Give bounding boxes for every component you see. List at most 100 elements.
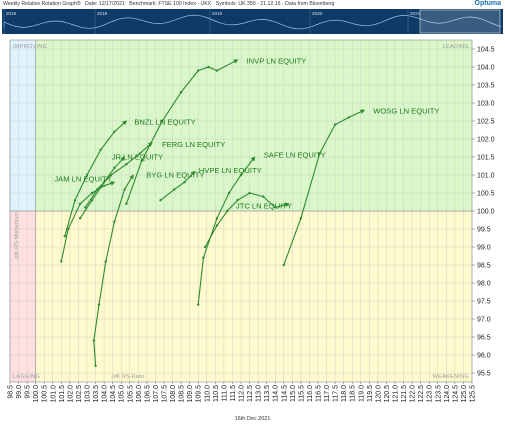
trail-point-jtc-ln-equity	[274, 206, 277, 209]
trail-point-safe-ln-equity	[202, 256, 205, 259]
x-tick-label: 125.5	[470, 385, 477, 403]
trail-point-jtc-ln-equity	[215, 224, 219, 227]
trail-point-ferg-ln-equity	[138, 152, 142, 155]
trail-invp-ln-equity	[125, 59, 239, 204]
x-tick-label: 123.5	[435, 385, 442, 403]
trail-point-bnzl-ln-equity	[85, 173, 89, 177]
timeline-year-label: 2018	[97, 11, 108, 16]
quadrant-label-leading: LEADING	[443, 44, 469, 50]
trail-point-byg-ln-equity	[97, 303, 101, 306]
trail-point-byg-ln-equity	[104, 260, 108, 263]
chart-date: Date: 12/17/2021	[85, 1, 125, 7]
chart-symbols: Symbols: UK 350 - 21.12.16 - Data from B…	[215, 1, 335, 7]
x-tick-label: 119.5	[367, 385, 374, 402]
trail-point-safe-ln-equity	[215, 217, 219, 220]
x-tick-label: 105.0	[119, 385, 126, 403]
x-tick-label: 112.5	[247, 385, 254, 402]
x-tick-label: 105.5	[127, 385, 134, 403]
trail-point-jam-ln-equity	[60, 260, 63, 263]
x-tick-label: 120.0	[375, 385, 382, 403]
x-tick-label: 119.0	[358, 385, 365, 402]
trail-point-jr-ln-equity	[102, 181, 106, 184]
trail-point-safe-ln-equity	[227, 191, 231, 195]
timeline-year-label: 2019	[212, 11, 223, 16]
trail-point-bnzl-ln-equity	[99, 148, 102, 151]
label-invp-ln-equity: INVP LN EQUITY	[247, 56, 307, 65]
y-tick-label: 98.5	[477, 263, 491, 270]
trail-point-jr-ln-equity	[78, 217, 82, 220]
quadrant-label-improving: IMPROVING	[13, 44, 47, 50]
x-tick-label: 102.5	[76, 385, 83, 403]
x-tick-label: 104.5	[110, 385, 117, 403]
x-tick-label: 121.0	[393, 385, 400, 403]
y-tick-label: 95.5	[477, 371, 491, 378]
x-tick-label: 114.0	[273, 385, 280, 402]
trail-point-hvpe-ln-equity	[183, 181, 186, 184]
x-tick-label: 123.0	[427, 385, 434, 403]
x-tick-label: 101.5	[59, 385, 66, 403]
trail-point-jam-ln-equity	[90, 191, 94, 195]
trail-point-jtc-ln-equity	[262, 195, 265, 198]
trail-point-invp-ln-equity	[215, 69, 219, 72]
x-tick-label: 98.5	[8, 385, 15, 399]
quadrant-improving	[10, 40, 36, 211]
trail-jtc-ln-equity	[204, 192, 290, 248]
trail-point-hvpe-ln-equity	[159, 199, 162, 202]
timeline-line	[3, 14, 502, 30]
label-safe-ln-equity: SAFE LN EQUITY	[264, 151, 326, 160]
label-hvpe-ln-equity: HVPE LN EQUITY	[199, 166, 262, 175]
x-tick-label: 99.5	[25, 385, 32, 399]
y-tick-label: 102.5	[477, 119, 495, 126]
label-jr-ln-equity: JR LN EQUITY	[112, 153, 163, 162]
trail-point-invp-ln-equity	[197, 69, 200, 72]
chart-benchmark: Benchmark: FTSE 100 Index - UKX	[129, 1, 212, 7]
x-tick-label: 100.5	[42, 385, 49, 403]
trail-wosg-ln-equity	[283, 109, 366, 266]
x-tick-label: 122.5	[418, 385, 425, 403]
trail-point-wosg-ln-equity	[347, 116, 350, 119]
x-tick-label: 117.0	[324, 385, 331, 402]
optuma-logo: Optuma	[474, 0, 501, 7]
quadrant-leading	[35, 40, 473, 211]
trail-ferg-ln-equity	[84, 141, 153, 208]
x-tick-label: 106.0	[136, 385, 143, 403]
x-tick-label: 102.0	[67, 385, 74, 403]
timeline-year-label: 2016	[6, 11, 17, 16]
trail-point-byg-ln-equity	[94, 364, 97, 367]
trail-point-byg-ln-equity	[113, 220, 116, 223]
trail-point-jam-ln-equity	[78, 202, 82, 205]
trail-point-invp-ln-equity	[207, 65, 210, 69]
y-tick-label: 99.0	[477, 245, 491, 252]
x-tick-label: 110.0	[204, 385, 211, 402]
x-tick-label: 118.0	[341, 385, 348, 402]
trail-safe-ln-equity	[197, 156, 256, 305]
x-tick-label: 111.0	[221, 385, 228, 402]
x-tick-label: 114.5	[281, 385, 288, 402]
trail-point-ferg-ln-equity	[125, 163, 128, 166]
quadrant-weakening	[35, 211, 473, 382]
y-axis-title: JdK RS-Momentum	[14, 212, 20, 260]
x-axis-title: JdK RS-Ratio	[111, 374, 144, 380]
label-jam-ln-equity: JAM LN EQUITY	[54, 175, 111, 184]
label-jtc-ln-equity: JTC LN EQUITY	[236, 201, 292, 210]
x-tick-label: 117.5	[333, 385, 340, 402]
x-tick-label: 101.0	[50, 385, 57, 403]
quadrant-lagging	[10, 211, 36, 382]
trail-point-hvpe-ln-equity	[173, 188, 176, 191]
label-bnzl-ln-equity: BNZL LN EQUITY	[134, 118, 195, 127]
x-tick-label: 124.5	[452, 385, 459, 403]
trail-point-safe-ln-equity	[239, 173, 243, 177]
x-tick-label: 113.5	[264, 385, 271, 402]
y-tick-label: 99.5	[477, 227, 491, 234]
x-tick-label: 115.0	[290, 385, 297, 402]
timeline-strip	[2, 9, 503, 34]
x-tick-label: 116.5	[316, 385, 323, 402]
trail-point-wosg-ln-equity	[299, 217, 303, 220]
x-tick-label: 103.5	[93, 385, 100, 403]
timeline-year-label: 2021	[410, 11, 421, 16]
trail-point-jtc-ln-equity	[203, 245, 207, 249]
x-tick-label: 110.5	[213, 385, 220, 402]
trail-point-jam-ln-equity	[66, 227, 70, 231]
trail-point-jr-ln-equity	[90, 199, 94, 202]
